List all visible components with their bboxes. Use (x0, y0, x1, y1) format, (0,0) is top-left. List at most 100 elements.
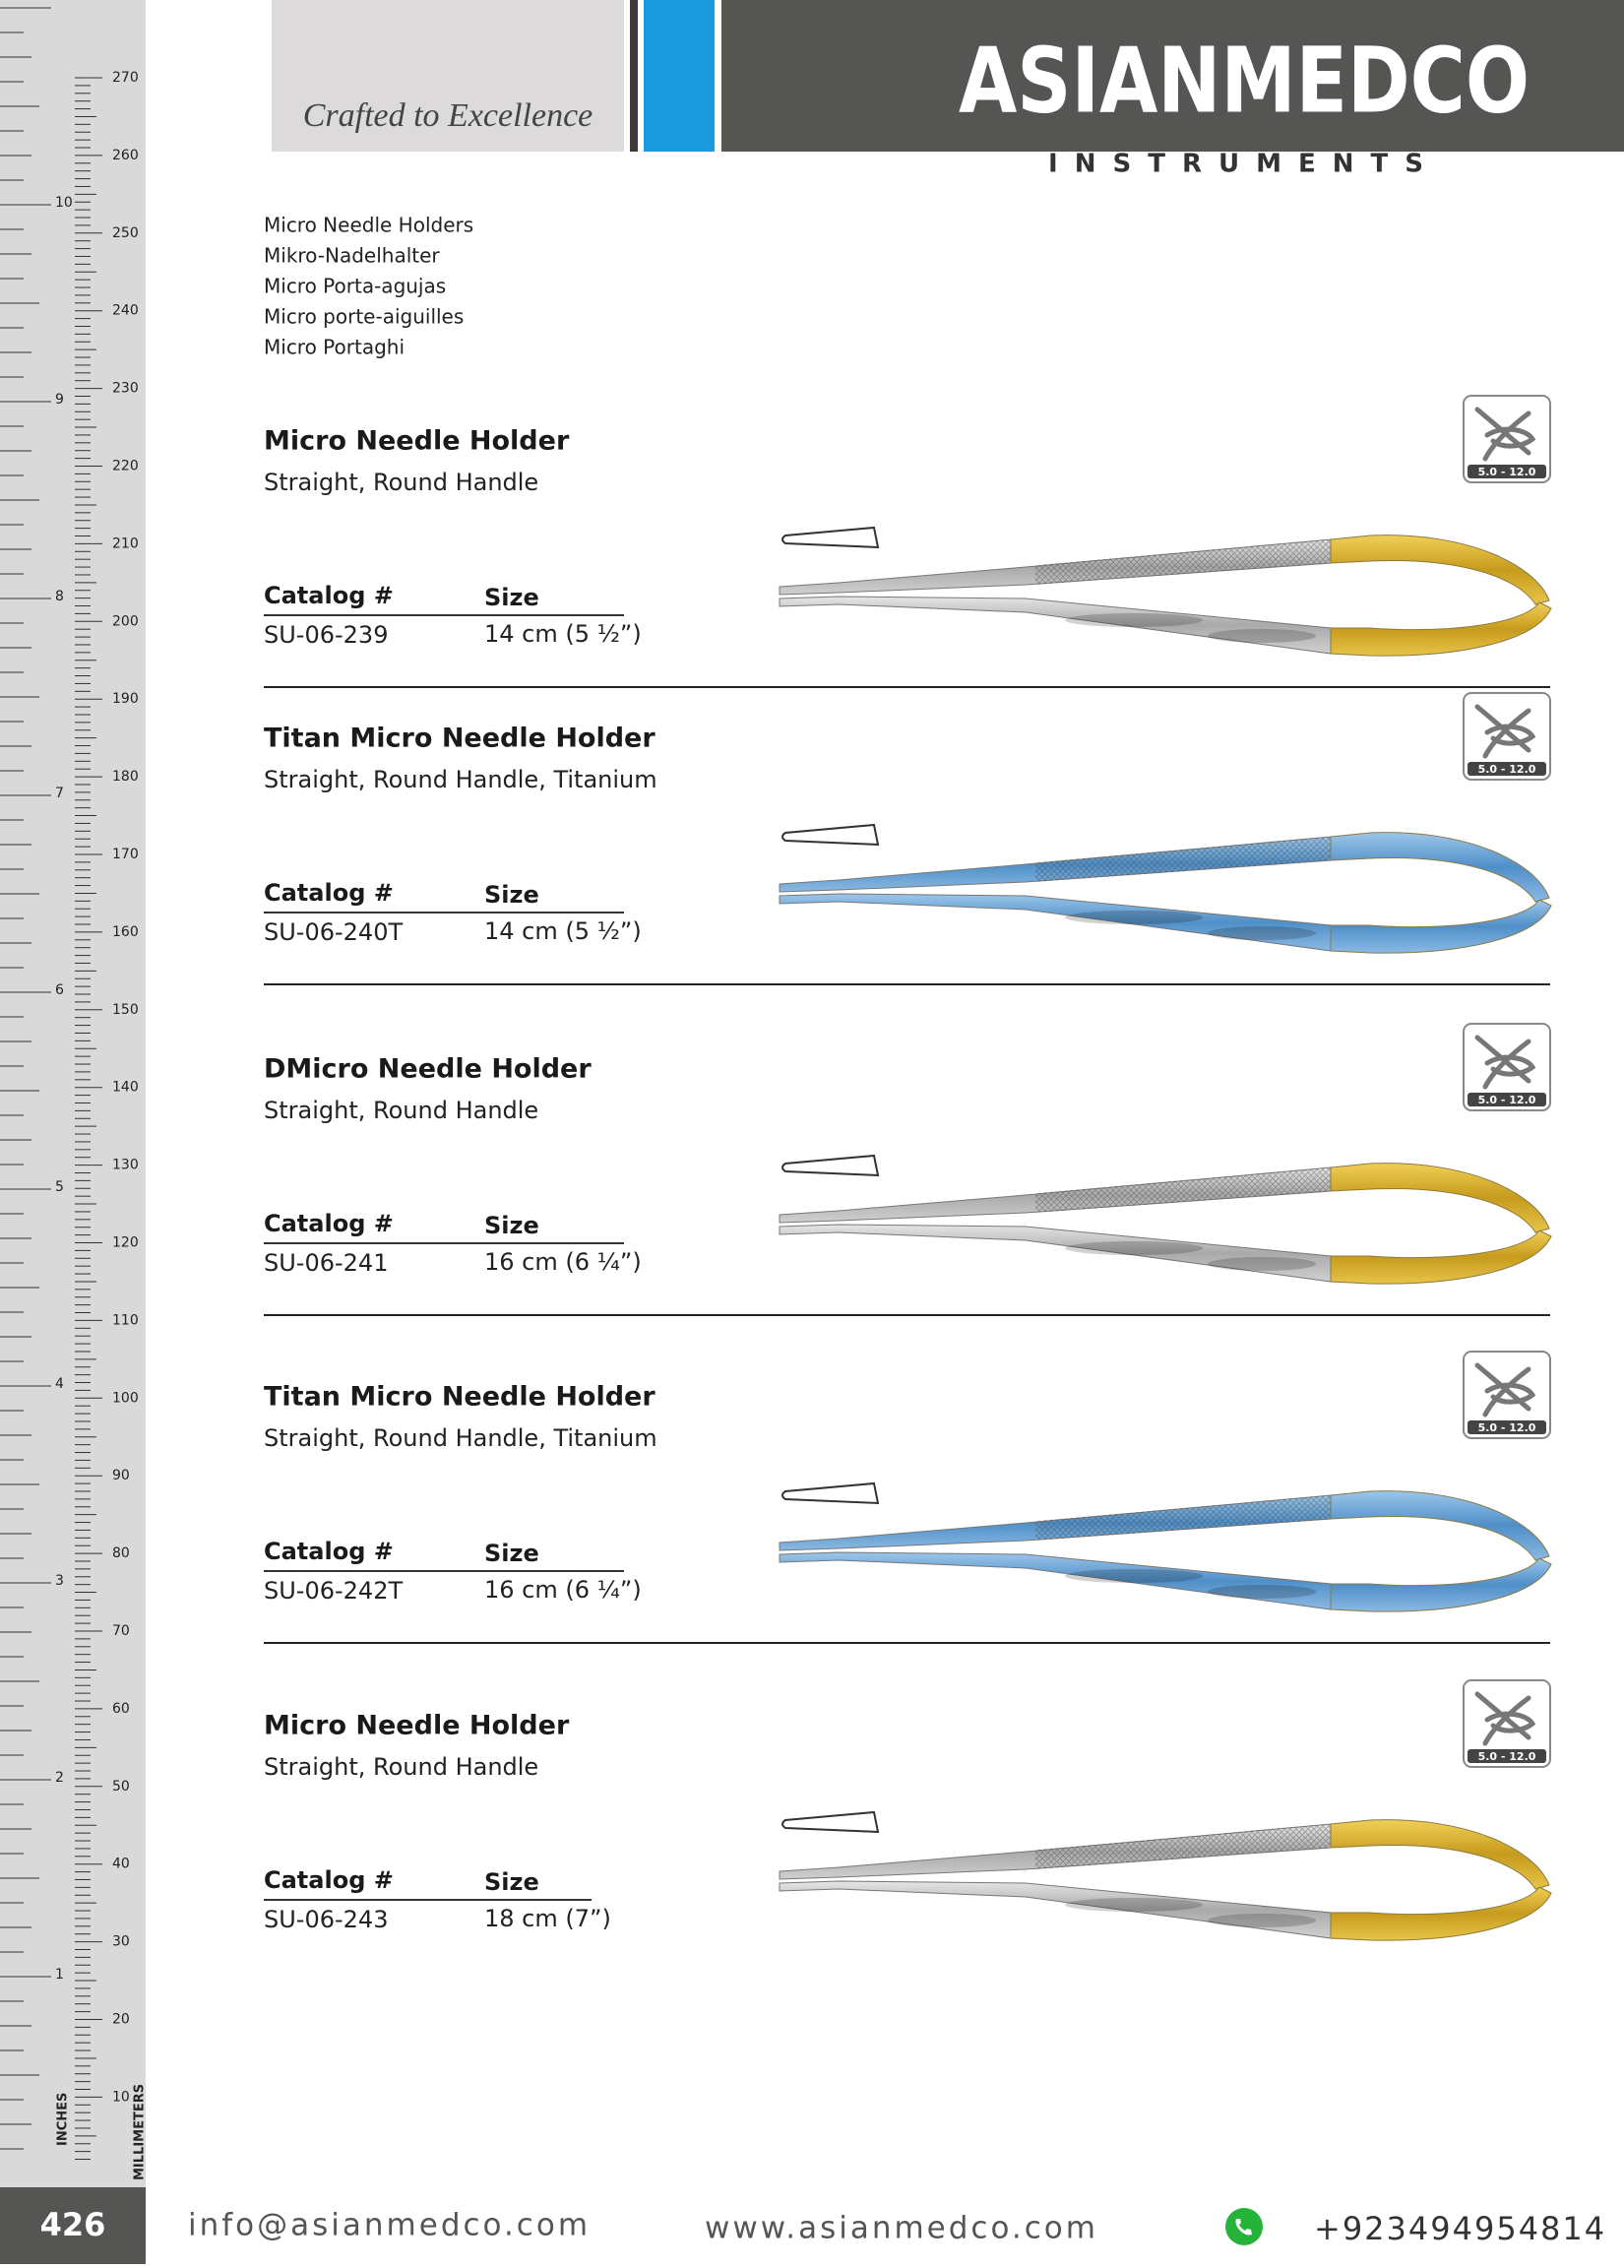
size-label: Size (484, 1540, 539, 1567)
page-number-box (0, 2187, 146, 2264)
lower-slot (1065, 911, 1203, 924)
product-subtitle: Straight, Round Handle (264, 469, 538, 496)
inch-label: 2 (55, 1770, 64, 1786)
badge-icon (1474, 407, 1536, 462)
tip-outline (781, 526, 880, 549)
mm-label: 190 (112, 691, 139, 707)
lower-slot (1208, 629, 1316, 643)
mm-label: 70 (112, 1623, 130, 1639)
inch-label: 3 (55, 1573, 64, 1589)
mm-label: 240 (112, 303, 139, 319)
size-label: Size (484, 881, 539, 909)
instrument-image (779, 823, 1552, 954)
product-subtitle: Straight, Round Handle (264, 1097, 538, 1124)
inch-label: 4 (55, 1376, 64, 1392)
size-label: Size (484, 584, 539, 611)
inch-label: 7 (55, 786, 64, 801)
tagline-box (272, 0, 624, 152)
instrument-image (779, 1481, 1552, 1612)
lower-spring (1330, 601, 1552, 657)
inch-label: 6 (55, 982, 64, 998)
size-value: 16 cm (6 ¼”) (484, 1248, 642, 1276)
size-badge: 5.0 - 12.0 (1463, 692, 1551, 781)
tip-outline (781, 823, 880, 847)
catalog-label: Catalog # (264, 879, 394, 907)
product-subtitle: Straight, Round Handle, Titanium (264, 1424, 657, 1452)
lower-arm (779, 596, 1332, 655)
intro-line: Micro Porta-agujas (264, 275, 446, 298)
ruler-inches-label: INCHES (56, 2093, 71, 2146)
size-badge: 5.0 - 12.0 (1463, 1679, 1551, 1768)
catalog-label: Catalog # (264, 1210, 394, 1237)
intro-line: Micro Portaghi (264, 336, 405, 359)
catalog-number: SU-06-240T (264, 918, 403, 946)
badge-icon (1474, 1035, 1536, 1090)
mm-label: 60 (112, 1701, 130, 1717)
ruler: 2702602502402302202102001901801701601501… (0, 7, 139, 2161)
footer-email: info@asianmedco.com (188, 2208, 591, 2243)
tagline: Crafted to Excellence (303, 97, 593, 134)
mm-label: 30 (112, 1934, 130, 1950)
mm-label: 80 (112, 1545, 130, 1561)
mm-label: 170 (112, 847, 139, 862)
size-label: Size (484, 1212, 539, 1239)
footer-website: www.asianmedco.com (705, 2211, 1098, 2246)
instrument-image (779, 1154, 1552, 1285)
tip-outline (781, 1481, 880, 1505)
size-badge: 5.0 - 12.0 (1463, 1023, 1551, 1111)
lower-slot (1065, 1241, 1203, 1255)
badge-icon (1474, 1691, 1536, 1746)
lower-arm (779, 893, 1332, 952)
badge-band (1468, 762, 1546, 776)
lower-arm (779, 1880, 1332, 1939)
upper-spring (1330, 535, 1550, 605)
intro-list: Micro Needle Holders Mikro-Nadelhalter Mic… (264, 214, 473, 359)
product-name: Micro Needle Holder (264, 426, 570, 457)
lower-spring (1330, 899, 1552, 954)
upper-knurl (1035, 1167, 1331, 1213)
tip-outline (781, 1154, 880, 1177)
product-name: Titan Micro Needle Holder (264, 1382, 656, 1413)
lower-slot (1208, 1914, 1316, 1927)
product-name: Titan Micro Needle Holder (264, 724, 656, 754)
intro-line: Micro Needle Holders (264, 214, 473, 237)
mm-label: 40 (112, 1857, 130, 1872)
inch-label: 9 (55, 392, 64, 408)
lower-slot (1065, 1569, 1203, 1583)
lower-slot (1208, 1585, 1316, 1599)
catalog-number: SU-06-242T (264, 1577, 403, 1605)
badge-band (1468, 1093, 1546, 1106)
size-value: 18 cm (7”) (484, 1905, 611, 1932)
brand-name: ASIANMEDCO (959, 28, 1530, 133)
mm-label: 250 (112, 225, 139, 241)
mm-label: 270 (112, 70, 139, 86)
mm-label: 110 (112, 1312, 139, 1328)
mm-label: 210 (112, 536, 139, 551)
product: Micro Needle Holder Straight, Round Handl… (264, 1679, 1552, 1941)
mm-label: 140 (112, 1080, 139, 1096)
mm-label: 120 (112, 1235, 139, 1251)
header-brand-bar (721, 0, 1624, 152)
product: Titan Micro Needle Holder Straight, Round… (264, 1351, 1552, 1644)
lower-spring (1330, 1557, 1552, 1612)
size-value: 14 cm (5 ½”) (484, 917, 642, 945)
upper-spring (1330, 1490, 1550, 1561)
product-list: Micro Needle Holder Straight, Round Handl… (264, 395, 1552, 1941)
upper-knurl (1035, 1495, 1331, 1541)
intro-line: Mikro-Nadelhalter (264, 244, 440, 268)
mm-label: 90 (112, 1468, 130, 1483)
mm-label: 160 (112, 924, 139, 940)
badge-band (1468, 1749, 1546, 1763)
upper-knurl (1035, 539, 1331, 585)
inch-label: 5 (55, 1179, 64, 1195)
upper-knurl (1035, 837, 1331, 882)
badge-text: 5.0 - 12.0 (1478, 1750, 1536, 1763)
mm-label: 10 (112, 2089, 130, 2105)
catalog-number: SU-06-239 (264, 621, 388, 649)
upper-knurl (1035, 1824, 1331, 1869)
mm-label: 220 (112, 459, 139, 474)
badge-icon (1474, 704, 1536, 759)
lower-arm (779, 1224, 1332, 1283)
